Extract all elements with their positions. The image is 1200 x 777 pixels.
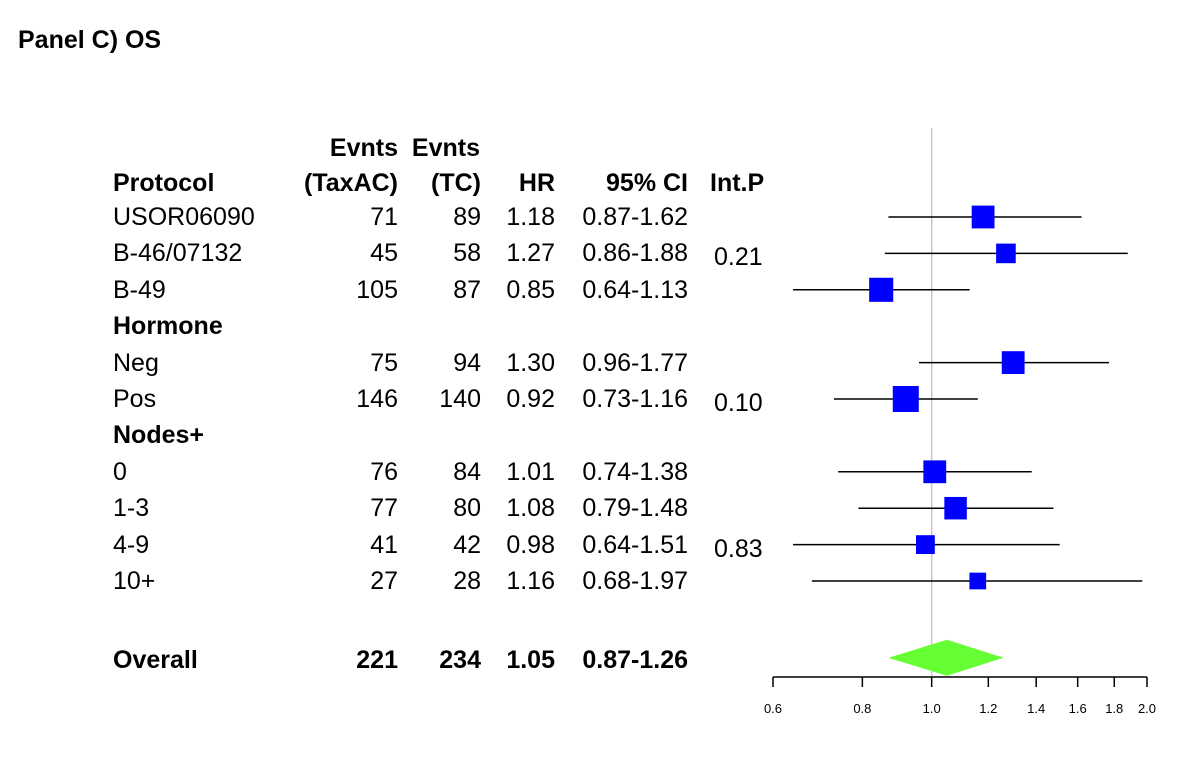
events-tc: 28 xyxy=(453,567,481,595)
hr-square xyxy=(996,243,1016,264)
hazard-ratio: 1.16 xyxy=(506,567,555,595)
interaction-p: 0.21 xyxy=(714,243,763,272)
events-tc: 42 xyxy=(453,530,481,559)
confidence-interval: 0.68-1.97 xyxy=(582,567,688,595)
overall-diamond xyxy=(888,639,1004,676)
hazard-ratio: 1.01 xyxy=(506,457,555,486)
hazard-ratio: 1.30 xyxy=(506,348,555,377)
hr-square xyxy=(969,572,987,590)
events-tc: 87 xyxy=(453,275,481,304)
events-taxac: 76 xyxy=(370,457,398,486)
confidence-interval: 0.87-1.62 xyxy=(582,203,688,231)
row-label: 1-3 xyxy=(113,494,150,523)
group-label: Nodes+ xyxy=(113,421,205,450)
events-taxac: 105 xyxy=(356,275,398,304)
x-tick-label: 1.6 xyxy=(1069,701,1087,716)
events-taxac: 27 xyxy=(370,567,398,595)
x-tick-label: 1.4 xyxy=(1027,701,1045,716)
row-label: USOR06090 xyxy=(113,203,255,231)
x-tick-label: 1.0 xyxy=(923,701,941,716)
header-events-taxac: (TaxAC) xyxy=(304,169,398,197)
hr-square xyxy=(944,496,967,520)
group-label: Hormone xyxy=(113,312,223,341)
confidence-interval: 0.87-1.26 xyxy=(582,645,688,674)
confidence-interval: 0.74-1.38 xyxy=(582,457,688,486)
confidence-interval: 0.96-1.77 xyxy=(582,348,688,377)
hr-square xyxy=(869,277,894,302)
events-taxac: 45 xyxy=(370,239,398,268)
row-label: 4-9 xyxy=(113,530,150,559)
hazard-ratio: 0.98 xyxy=(506,530,555,559)
confidence-interval: 0.79-1.48 xyxy=(582,494,688,523)
header-events-tc-top: Evnts xyxy=(411,134,480,162)
events-taxac: 146 xyxy=(356,385,398,413)
events-tc: 140 xyxy=(439,385,481,413)
row-label: B-46/07132 xyxy=(113,239,243,268)
hr-square xyxy=(923,460,947,484)
hazard-ratio: 0.92 xyxy=(506,385,555,413)
x-tick-label: 0.8 xyxy=(853,701,871,716)
hr-square xyxy=(971,205,995,229)
events-taxac: 75 xyxy=(370,348,398,377)
hr-square xyxy=(1001,351,1025,374)
confidence-interval: 0.73-1.16 xyxy=(582,385,688,413)
row-label: 10+ xyxy=(113,567,156,595)
events-taxac: 221 xyxy=(356,645,398,674)
hr-square xyxy=(892,386,919,412)
confidence-interval: 0.64-1.51 xyxy=(582,530,688,559)
x-tick-label: 2.0 xyxy=(1138,701,1156,716)
x-tick-label: 1.8 xyxy=(1105,701,1123,716)
confidence-interval: 0.86-1.88 xyxy=(582,239,688,268)
events-tc: 94 xyxy=(453,348,481,377)
events-tc: 80 xyxy=(453,494,481,523)
events-taxac: 77 xyxy=(370,494,398,523)
hr-square xyxy=(916,535,935,554)
header-hr: HR xyxy=(518,169,555,197)
events-taxac: 41 xyxy=(370,530,398,559)
hazard-ratio: 0.85 xyxy=(506,275,555,304)
interaction-p: 0.83 xyxy=(714,534,763,563)
row-label: B-49 xyxy=(113,275,166,304)
row-label: Pos xyxy=(113,385,157,413)
events-tc: 84 xyxy=(453,457,481,486)
header-events-tc: (TC) xyxy=(431,169,481,197)
row-label: Neg xyxy=(113,348,159,377)
x-tick-label: 0.6 xyxy=(764,701,782,716)
header-int-p: Int.P xyxy=(710,169,765,197)
events-taxac: 71 xyxy=(370,203,398,231)
interaction-p: 0.10 xyxy=(714,389,763,417)
events-tc: 89 xyxy=(453,203,481,231)
x-tick-label: 1.2 xyxy=(979,701,997,716)
header-events-taxac-top: Evnts xyxy=(329,134,398,162)
overall-label: Overall xyxy=(113,645,198,674)
hazard-ratio: 1.08 xyxy=(506,494,555,523)
header-ci: 95% CI xyxy=(606,169,688,197)
panel-title: Panel C) OS xyxy=(18,26,162,54)
row-label: 0 xyxy=(113,457,127,486)
events-tc: 234 xyxy=(439,645,481,674)
hazard-ratio: 1.27 xyxy=(506,239,555,268)
header-protocol: Protocol xyxy=(113,169,215,197)
events-tc: 58 xyxy=(453,239,481,268)
hazard-ratio: 1.18 xyxy=(506,203,555,231)
confidence-interval: 0.64-1.13 xyxy=(582,275,688,304)
hazard-ratio: 1.05 xyxy=(506,645,555,674)
